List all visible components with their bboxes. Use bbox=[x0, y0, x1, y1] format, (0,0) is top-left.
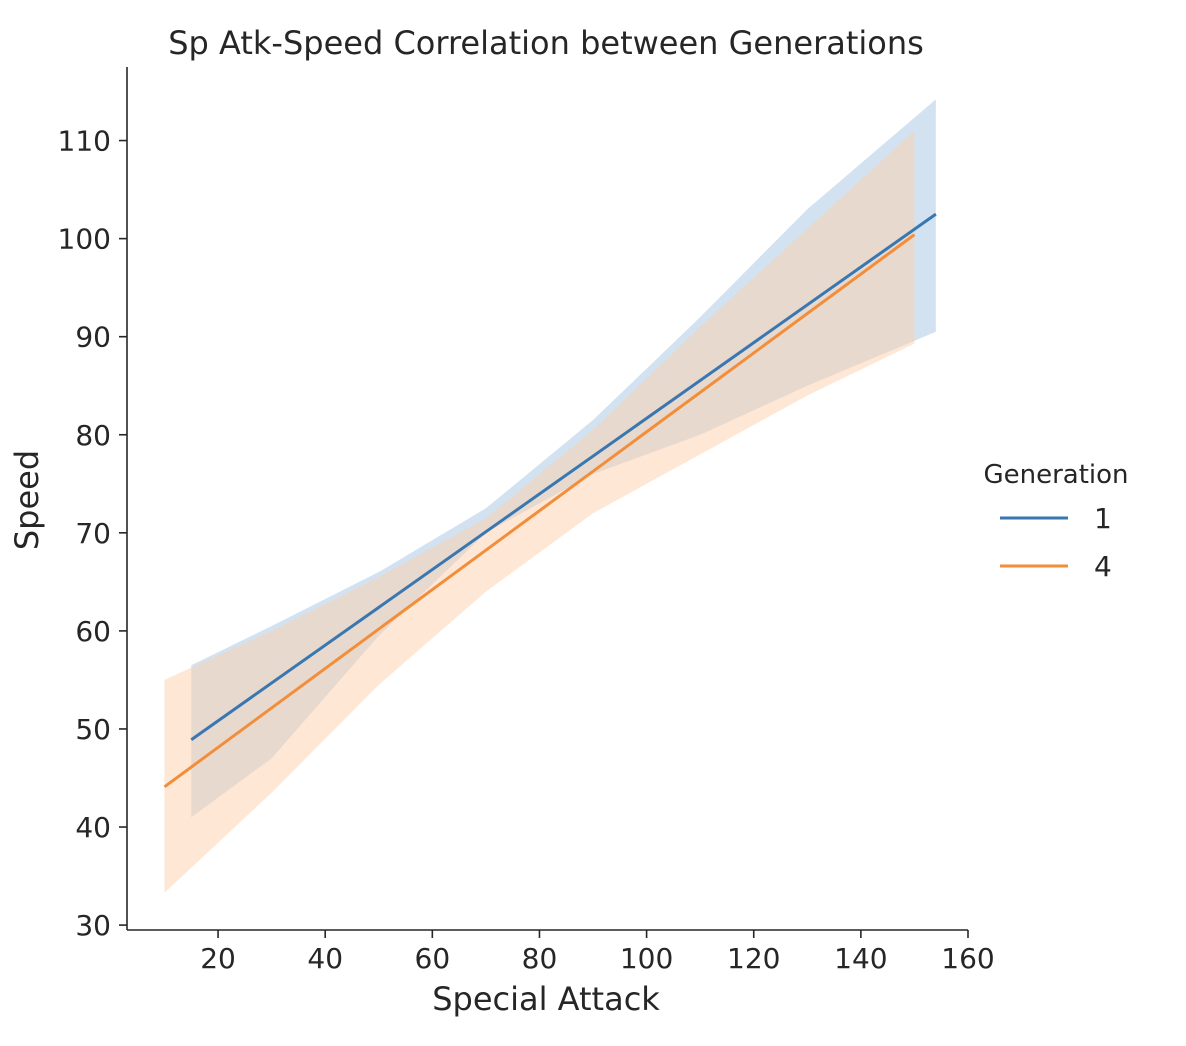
y-tick-label: 100 bbox=[58, 223, 111, 256]
x-tick-label: 160 bbox=[941, 942, 994, 975]
x-ticks: 20 40 60 80 100 120 140 160 bbox=[200, 930, 995, 975]
y-tick-label: 60 bbox=[75, 615, 111, 648]
legend: Generation 1 4 bbox=[983, 460, 1128, 583]
axes bbox=[126, 67, 968, 931]
x-tick-label: 80 bbox=[522, 942, 558, 975]
chart-title: Sp Atk-Speed Correlation between Generat… bbox=[168, 24, 924, 62]
y-tick-label: 80 bbox=[75, 419, 111, 452]
legend-label-4: 4 bbox=[1094, 550, 1112, 583]
regression-line-gen-1 bbox=[190, 212, 937, 741]
y-axis-label: Speed bbox=[8, 450, 46, 550]
x-tick-label: 40 bbox=[307, 942, 343, 975]
x-tick-label: 100 bbox=[620, 942, 673, 975]
y-tick-label: 110 bbox=[58, 125, 111, 158]
y-tick-label: 90 bbox=[75, 321, 111, 354]
y-tick-label: 30 bbox=[75, 909, 111, 942]
ci-bands bbox=[164, 99, 936, 893]
y-ticks: 30 40 50 60 70 80 90 100 110 bbox=[58, 125, 127, 942]
x-tick-label: 60 bbox=[415, 942, 451, 975]
x-axis-label: Special Attack bbox=[432, 980, 660, 1018]
legend-title: Generation bbox=[983, 460, 1128, 490]
y-tick-label: 70 bbox=[75, 517, 111, 550]
x-tick-label: 120 bbox=[727, 942, 780, 975]
legend-label-1: 1 bbox=[1094, 502, 1112, 535]
x-tick-label: 140 bbox=[834, 942, 887, 975]
y-tick-label: 50 bbox=[75, 713, 111, 746]
y-tick-label: 40 bbox=[75, 811, 111, 844]
regression-lines bbox=[163, 212, 937, 789]
regression-line-gen-4 bbox=[163, 233, 916, 789]
x-tick-label: 20 bbox=[200, 942, 236, 975]
